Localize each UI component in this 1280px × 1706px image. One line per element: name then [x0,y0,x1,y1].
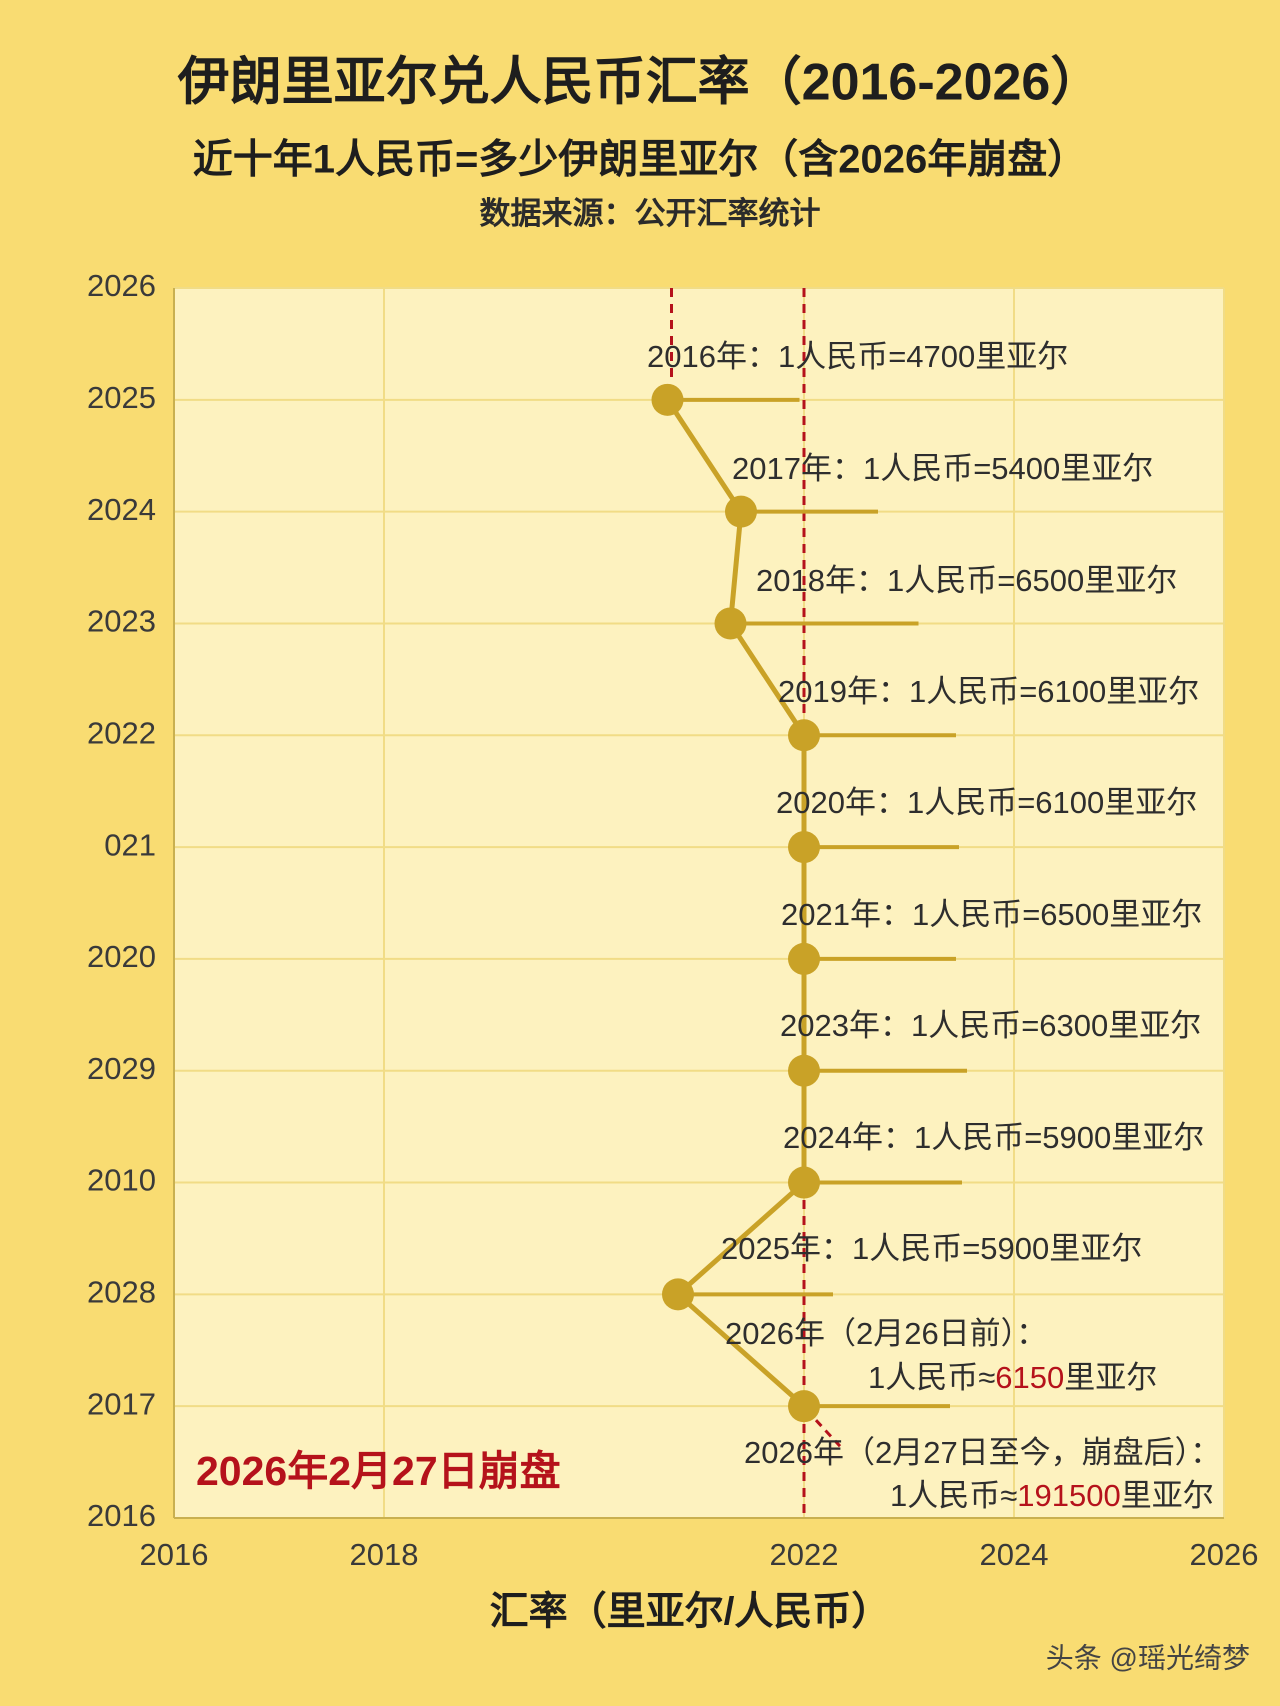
annotation: 2024年：1人民币=5900里亚尔 [783,1120,1204,1155]
line [665,398,807,1409]
chart-title: 伊朗里亚尔兑人民币汇率（2016-2026） [177,54,1103,112]
y-tick-label: 2023 [87,604,156,639]
point [788,1390,820,1423]
crash-label: 2026年2月27日崩盘 [196,1448,561,1494]
y-tick-label: 2022 [87,715,156,750]
point [788,719,820,752]
x-tick-label: 2018 [350,1537,419,1572]
point [651,383,684,416]
y-tick-label: 2026 [87,268,156,303]
y-tick-label: 2017 [87,1386,156,1421]
y-tick-label: 2020 [87,939,156,974]
annotation: 2026年（2月27日至今，崩盘后）： [744,1435,1221,1470]
y-tick-label: 021 [104,827,156,862]
point [788,942,820,975]
annotation: 2020年：1人民币=6100里亚尔 [776,785,1197,820]
point [714,607,747,640]
source: 数据来源：公开汇率统计 [480,196,821,231]
annotation: 2018年：1人民币=6500里亚尔 [756,563,1177,598]
y-tick-label: 2010 [87,1163,156,1198]
annotation-part: 1人民币≈ [890,1478,1017,1513]
marks [651,288,967,1518]
annotation: 1人民币≈191500里亚尔 [890,1478,1214,1513]
highlight-value: 191500 [1017,1478,1120,1513]
annotation-part: 里亚尔 [1064,1360,1157,1395]
point [788,831,820,864]
highlight-value: 6150 [995,1360,1064,1395]
x-tick-label: 2026 [1190,1537,1259,1572]
chart-subtitle: 近十年1人民币=多少伊朗里亚尔（含2026年崩盘） [193,137,1088,182]
annotation: 2021年：1人民币=6500里亚尔 [781,897,1202,932]
annotation: 2017年：1人民币=5400里亚尔 [732,451,1153,486]
watermark: 头条 @瑶光绮梦 [1046,1642,1250,1673]
annotation: 2026年（2月26日前）： [725,1316,1047,1351]
decor-dash [814,1419,842,1448]
annotation: 1人民币≈6150里亚尔 [868,1360,1157,1395]
annotation: 2023年：1人民币=6300里亚尔 [780,1008,1201,1043]
y-tick-label: 2025 [87,380,156,415]
grid [173,287,1225,1519]
annotation: 2016年：1人民币=4700里亚尔 [647,339,1068,374]
annotation: 2019年：1人民币=6100里亚尔 [778,674,1199,709]
y-tick-label: 2024 [87,492,156,527]
annotation-part: 1人民币≈ [868,1360,995,1395]
y-tick-label: 2029 [87,1051,156,1086]
y-tick-label: 2016 [87,1498,156,1533]
point [725,495,757,528]
annotation: 2025年：1人民币=5900里亚尔 [721,1231,1142,1266]
x-tick-label: 2024 [980,1537,1049,1572]
x-tick-label: 2022 [770,1537,839,1572]
x-axis-label: 汇率（里亚尔/人民币） [490,1590,891,1633]
y-tick-label: 2028 [87,1275,156,1310]
point [662,1278,694,1311]
point [788,1166,820,1199]
x-tick-label: 2016 [140,1537,209,1572]
point [788,1054,820,1087]
annotation-part: 里亚尔 [1121,1478,1214,1513]
